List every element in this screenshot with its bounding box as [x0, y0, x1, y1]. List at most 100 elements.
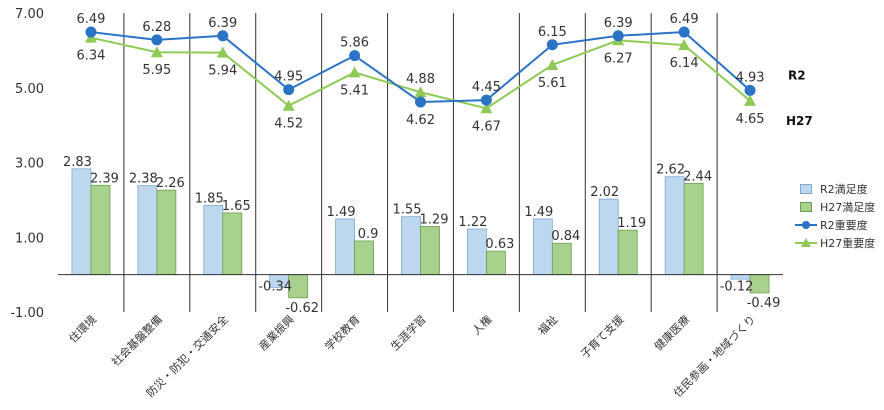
r2-importance-data-label: 4.93: [736, 70, 765, 85]
r2-satisfaction-data-label: 1.55: [393, 203, 422, 218]
legend-label: H27重要度: [820, 237, 876, 250]
h27-satisfaction-data-label: 0.9: [358, 227, 379, 242]
r2-satisfaction-bar: [203, 205, 224, 276]
h27-satisfaction-data-label: 0.84: [551, 229, 580, 244]
r2-satisfaction-data-label: 1.22: [458, 215, 487, 230]
r2-importance-marker: [744, 84, 756, 96]
h27-importance-data-label: 5.61: [538, 76, 567, 91]
r2-importance-data-label: 6.49: [670, 12, 699, 27]
h27-satisfaction-data-label: 0.63: [485, 237, 514, 252]
legend-item-r2-satisfaction: R2満足度: [795, 180, 875, 198]
h27-importance-marker: [744, 94, 757, 106]
h27-importance-data-label: 6.14: [670, 56, 699, 71]
h27-satisfaction-data-label: 2.44: [683, 169, 712, 184]
x-category-label: 子育て支援: [578, 312, 627, 361]
r2-satisfaction-bar: [71, 168, 92, 276]
h27-satisfaction-data-label: 2.39: [90, 171, 119, 186]
r2-importance-data-label: 6.15: [538, 25, 567, 40]
r2-importance-marker: [217, 30, 229, 42]
h27-importance-data-label: 4.67: [472, 119, 501, 134]
r2-satisfaction-bar: [664, 176, 685, 276]
r2-importance-marker: [151, 34, 163, 46]
legend-item-h27-importance: H27重要度: [795, 234, 875, 252]
r2-importance-data-label: 4.95: [274, 70, 303, 85]
r2-satisfaction-data-label: -0.12: [720, 280, 754, 295]
x-category-label: 人権: [469, 312, 494, 337]
h27-satisfaction-bar: [486, 250, 506, 276]
legend: R2満足度 H27満足度 R2重要度 H27重要度: [795, 180, 875, 252]
legend-bar-swatch-icon: [795, 201, 817, 213]
h27-satisfaction-bar: [156, 189, 177, 276]
h27-satisfaction-data-label: -0.49: [747, 296, 781, 311]
y-tick-label: 5.00: [15, 82, 44, 97]
h27-satisfaction-data-label: 2.26: [156, 176, 185, 191]
r2-importance-marker: [415, 96, 426, 108]
h27-importance-data-label: 6.34: [76, 49, 105, 64]
r2-importance-marker: [85, 26, 97, 38]
h27-importance-marker: [150, 46, 163, 58]
x-category-label: 生涯学習: [388, 312, 429, 353]
r2-importance-data-label: 6.49: [76, 12, 105, 27]
h27-satisfaction-bar: [354, 240, 374, 276]
legend-bar-swatch-icon: [795, 183, 817, 195]
r2-satisfaction-data-label: 2.62: [656, 163, 685, 178]
legend-triangle-marker-icon: [795, 237, 817, 249]
r2-importance-marker: [349, 50, 361, 62]
r2-satisfaction-data-label: 2.38: [129, 172, 158, 187]
x-category-label: 住環境: [66, 312, 99, 345]
r2-satisfaction-data-label: 1.85: [195, 191, 224, 206]
r2-satisfaction-data-label: -0.34: [258, 280, 292, 295]
h27-importance-marker: [216, 46, 229, 58]
r2-satisfaction-bar: [598, 198, 619, 276]
h27-importance-marker: [546, 58, 559, 70]
h27-satisfaction-bar: [222, 212, 243, 276]
r2-satisfaction-data-label: 1.49: [524, 205, 553, 220]
r2-satisfaction-bar: [730, 274, 751, 280]
r2-side-label: R2: [788, 68, 806, 82]
y-tick-label: 1.00: [15, 231, 44, 246]
h27-importance-data-label: 4.52: [274, 117, 303, 132]
h27-importance-marker: [414, 86, 427, 98]
r2-importance-marker: [283, 84, 295, 96]
legend-circle-marker-icon: [795, 219, 817, 231]
legend-label: R2重要度: [820, 219, 868, 232]
h27-importance-data-label: 5.94: [208, 64, 237, 79]
y-tick-label: 7.00: [15, 7, 44, 22]
h27-satisfaction-data-label: -0.62: [285, 301, 319, 316]
h27-side-label: H27: [786, 114, 813, 128]
x-category-label: 福祉: [535, 312, 560, 337]
r2-importance-data-label: 6.28: [142, 20, 171, 35]
r2-satisfaction-data-label: 2.83: [63, 155, 92, 170]
r2-importance-data-label: 6.39: [604, 16, 633, 31]
legend-item-r2-importance: R2重要度: [795, 216, 875, 234]
legend-label: H27満足度: [820, 201, 876, 214]
h27-importance-data-label: 4.65: [736, 112, 765, 127]
r2-satisfaction-data-label: 1.49: [327, 205, 356, 220]
y-tick-label: -1.00: [10, 306, 44, 321]
r2-satisfaction-data-label: 2.02: [590, 185, 619, 200]
r2-satisfaction-bar: [467, 228, 487, 276]
h27-satisfaction-bar: [683, 183, 704, 276]
h27-satisfaction-bar: [420, 226, 440, 276]
h27-importance-data-label: 5.95: [142, 63, 171, 78]
x-category-label: 健康医療: [651, 312, 692, 353]
r2-importance-marker: [480, 94, 492, 106]
h27-importance-marker: [678, 39, 691, 51]
h27-satisfaction-data-label: 1.29: [420, 212, 449, 227]
legend-item-h27-satisfaction: H27満足度: [795, 198, 875, 216]
r2-importance-marker: [546, 39, 558, 51]
r2-satisfaction-bar: [532, 218, 553, 276]
h27-importance-marker: [282, 99, 295, 111]
h27-importance-data-label: 5.41: [340, 83, 369, 98]
h27-importance-data-label: 6.27: [604, 51, 633, 66]
h27-satisfaction-bar: [90, 184, 111, 276]
x-category-label: 学校教育: [322, 312, 363, 353]
h27-importance-marker: [348, 66, 361, 78]
legend-label: R2満足度: [820, 183, 868, 196]
r2-importance-marker: [612, 30, 624, 42]
r2-importance-data-label: 5.86: [340, 36, 369, 51]
r2-satisfaction-bar: [137, 185, 158, 276]
x-category-label: 社会基盤整備: [108, 312, 165, 369]
r2-importance-data-label: 6.39: [208, 16, 237, 31]
r2-satisfaction-bar: [401, 216, 421, 276]
